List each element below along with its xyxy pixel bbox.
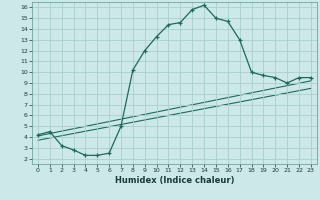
X-axis label: Humidex (Indice chaleur): Humidex (Indice chaleur) bbox=[115, 176, 234, 185]
